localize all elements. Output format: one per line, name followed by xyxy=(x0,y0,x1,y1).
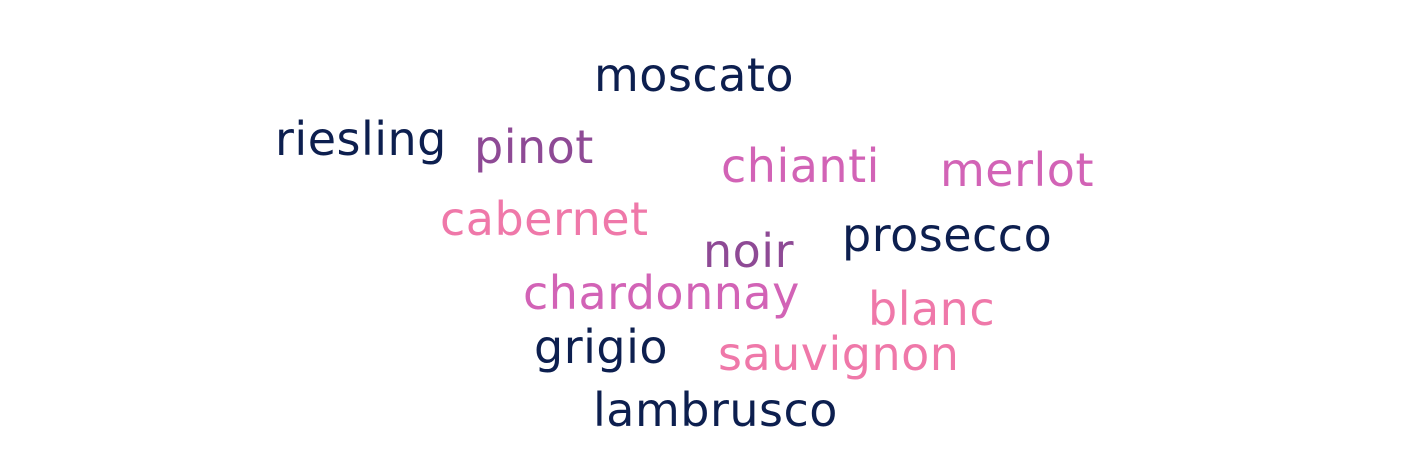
word-riesling: riesling xyxy=(275,112,447,166)
word-sauvignon: sauvignon xyxy=(718,327,960,381)
word-chardonnay: chardonnay xyxy=(523,266,800,320)
word-noir: noir xyxy=(703,224,794,278)
word-pinot: pinot xyxy=(474,120,594,174)
word-grigio: grigio xyxy=(534,320,669,374)
word-blanc: blanc xyxy=(868,282,996,336)
word-prosecco: prosecco xyxy=(842,208,1053,262)
word-chianti: chianti xyxy=(721,139,880,193)
word-merlot: merlot xyxy=(940,143,1094,197)
word-cabernet: cabernet xyxy=(440,192,649,246)
word-lambrusco: lambrusco xyxy=(593,383,838,437)
word-moscato: moscato xyxy=(594,48,795,102)
